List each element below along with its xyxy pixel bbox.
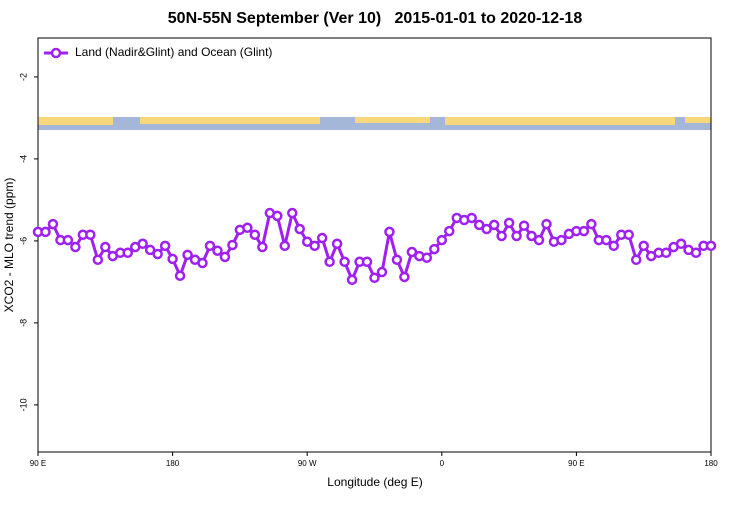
- data-point: [578, 225, 590, 237]
- data-point: [331, 238, 343, 250]
- data-point: [174, 270, 186, 281]
- data-point: [272, 210, 283, 222]
- data-point: [586, 218, 597, 230]
- data-point: [518, 220, 530, 231]
- data-point: [436, 234, 448, 246]
- data-point: [660, 247, 672, 259]
- data-point: [601, 234, 612, 246]
- data-point: [361, 256, 373, 268]
- data-point: [481, 223, 492, 235]
- x-axis-label: Longitude (deg E): [327, 475, 422, 489]
- data-point: [301, 236, 313, 247]
- data-point: [488, 219, 500, 231]
- data-point: [242, 222, 253, 234]
- data-point: [144, 244, 156, 256]
- data-point: [152, 248, 163, 260]
- legend-label: Land (Nadir&Glint) and Ocean (Glint): [75, 45, 272, 59]
- surface-strip: [38, 117, 711, 130]
- data-point: [376, 266, 388, 278]
- data-point: [630, 254, 642, 266]
- data-point: [623, 229, 634, 241]
- data-point: [227, 239, 238, 251]
- data-point: [47, 218, 59, 230]
- x-tick-label: 180: [166, 459, 180, 468]
- data-point: [324, 256, 335, 268]
- data-point: [496, 230, 507, 242]
- x-tick-label: 90 E: [568, 459, 584, 468]
- data-point: [40, 226, 51, 238]
- data-point: [339, 256, 350, 268]
- data-point: [159, 240, 171, 252]
- data-point: [122, 247, 133, 259]
- data-point: [279, 240, 291, 252]
- data-point: [369, 272, 380, 284]
- y-tick-label: -8: [18, 319, 28, 327]
- data-point: [541, 218, 552, 230]
- x-tick-label: 180: [704, 459, 718, 468]
- data-point: [421, 252, 433, 263]
- data-point: [309, 240, 320, 252]
- data-point: [137, 238, 148, 250]
- data-point: [219, 251, 231, 263]
- y-tick-label: -4: [18, 155, 28, 163]
- data-point: [503, 217, 515, 229]
- data-point: [690, 247, 702, 259]
- chart-title: 50N-55N September (Ver 10) 2015-01-01 to…: [168, 10, 583, 27]
- y-tick-label: -10: [18, 398, 28, 411]
- data-point: [197, 257, 208, 269]
- y-axis-label: XCO2 - MLO trend (ppm): [2, 178, 16, 313]
- data-point: [249, 229, 261, 241]
- y-tick-label: -2: [18, 73, 28, 81]
- data-point: [556, 234, 567, 246]
- data-point: [204, 240, 216, 252]
- x-tick-label: 0: [440, 459, 445, 468]
- data-point: [316, 232, 328, 244]
- data-point: [62, 234, 74, 246]
- data-point: [85, 229, 96, 241]
- data-point: [608, 240, 620, 252]
- data-point: [257, 241, 268, 253]
- data-point: [473, 219, 485, 231]
- data-point: [705, 240, 717, 252]
- data-point: [444, 225, 455, 237]
- data-point: [526, 230, 537, 242]
- data-point: [182, 249, 193, 261]
- data-point: [466, 212, 477, 224]
- data-point: [384, 226, 395, 238]
- data-point: [675, 238, 687, 250]
- data-point: [294, 223, 305, 235]
- data-point: [533, 234, 545, 246]
- x-tick-label: 90 W: [298, 459, 317, 468]
- x-tick-label: 90 E: [30, 459, 46, 468]
- data-point: [638, 240, 649, 252]
- data-point: [70, 241, 81, 253]
- data-point: [511, 230, 522, 242]
- data-point: [100, 241, 111, 253]
- data-point: [346, 274, 358, 286]
- data-point: [406, 246, 418, 258]
- data-point: [391, 254, 403, 266]
- data-point: [167, 253, 178, 265]
- data-point: [212, 245, 223, 256]
- data-point: [399, 271, 410, 283]
- data-point: [429, 243, 440, 255]
- data-point: [92, 254, 104, 266]
- y-tick-label: -6: [18, 237, 28, 245]
- legend-marker: [50, 47, 62, 59]
- data-point: [286, 207, 298, 219]
